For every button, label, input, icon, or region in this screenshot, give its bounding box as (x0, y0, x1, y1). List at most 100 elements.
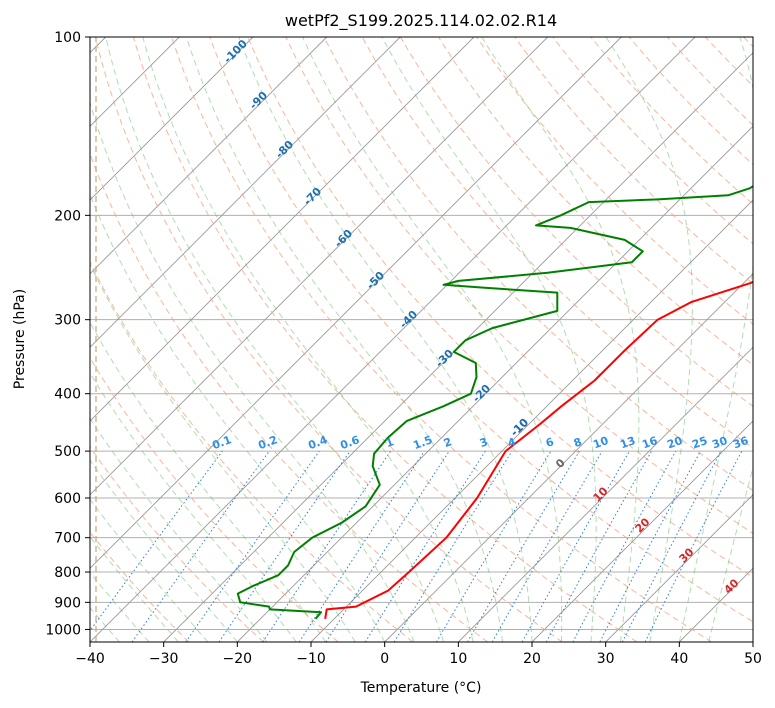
y-tick-label: 200 (54, 208, 81, 224)
dry-adiabat-line (704, 37, 753, 87)
mixing-ratio-label: 1 (384, 435, 396, 450)
mixing-ratio-label: 0.1 (210, 433, 233, 452)
isotherm-line (678, 567, 753, 642)
moist-adiabat-line (90, 100, 415, 642)
x-axis-label: Temperature (°C) (360, 680, 482, 696)
isotherm-line (90, 37, 475, 422)
y-tick-label: 700 (54, 531, 81, 547)
mixing-ratio-line (298, 450, 425, 642)
isotherm-line (457, 346, 753, 642)
line-labels: -100-90-80-70-60-50-40-30-20-100.1 0.2 0.4… (210, 37, 750, 597)
isotherm-line (90, 37, 696, 642)
isotherm-label: -40 (397, 308, 420, 331)
mixing-ratio-line (467, 450, 580, 642)
dewpoint-profile-line (236, 185, 753, 620)
x-tick-label: 10 (449, 651, 467, 667)
x-tick-label: 30 (597, 651, 615, 667)
x-tick-label: 40 (670, 651, 688, 667)
temperature-profile-line (324, 280, 753, 620)
moist-adiabat-line (708, 465, 753, 642)
moist-adiabat-line (90, 263, 356, 642)
dry-adiabat-line (514, 37, 753, 285)
dry-adiabat-line (171, 37, 712, 642)
mixing-ratio-label: 36 (731, 434, 750, 452)
plot-frame (89, 36, 754, 643)
dry-adiabat-line (90, 152, 488, 642)
x-tick-label: −40 (75, 651, 105, 667)
mixing-ratio-line (572, 450, 677, 642)
mixing-ratio-label: 0.4 (306, 433, 329, 452)
y-tick-label: 900 (54, 595, 81, 611)
mixing-ratio-line (521, 450, 630, 642)
mixing-ratio-label: 16 (640, 434, 659, 452)
y-axis: 1000 900 800 700 600 500 400 300 200 100 (45, 30, 90, 638)
mixing-ratio-label: 2 (442, 435, 454, 450)
mixing-ratio-line (545, 450, 653, 642)
isotherm-line (90, 37, 401, 348)
temperature-label: 30 (677, 545, 697, 565)
dry-adiabat-line (94, 37, 563, 642)
y-axis-label: Pressure (hPa) (12, 289, 28, 389)
x-tick-label: 20 (523, 651, 541, 667)
isotherm-line (605, 494, 753, 642)
mixing-ratio-line (131, 450, 270, 642)
mixing-ratio-line (90, 450, 223, 632)
mixing-ratio-label: 0.2 (256, 433, 279, 452)
dry-adiabat-line (743, 37, 753, 48)
mixing-ratio-line (185, 450, 320, 642)
mixing-ratio-label: 25 (690, 434, 709, 451)
mixing-ratio-label: 0.6 (338, 433, 361, 452)
y-tick-label: 600 (54, 491, 81, 507)
mixing-ratio-line (325, 450, 450, 642)
isotherm-label: -60 (332, 227, 355, 250)
moist-adiabat-line (605, 37, 693, 642)
moist-adiabat-line (142, 37, 474, 642)
dry-adiabat-line (90, 446, 264, 642)
x-axis: −40 −30 −20 −10 0 10 20 30 40 50 (75, 642, 762, 667)
moist-adiabat-line (238, 37, 533, 642)
chart-title: wetPf2_S199.2025.114.02.02.R14 (285, 11, 557, 31)
mixing-ratio-label: 6 (544, 435, 556, 450)
x-tick-label: −30 (149, 651, 179, 667)
mixing-ratio-label: 10 (591, 434, 610, 452)
moist-adiabat-line (90, 417, 268, 642)
mixing-ratio-label: 8 (572, 435, 584, 450)
isotherm-label: -100 (221, 37, 250, 66)
mixing-ratio-line (393, 450, 513, 642)
isotherm-label: -30 (433, 347, 456, 370)
dry-adiabat-line (285, 37, 753, 535)
temperature-label: 10 (591, 484, 611, 504)
dry-adiabat-line (90, 531, 190, 642)
y-tick-label: 400 (54, 387, 81, 403)
mixing-ratio-line (364, 450, 486, 642)
dry-adiabat-line (476, 37, 753, 325)
isotherm-line (236, 125, 753, 642)
mixing-ratio-line (262, 450, 392, 642)
isotherm-label: -50 (364, 269, 387, 292)
isotherm-label: -70 (301, 185, 324, 208)
temperature-label: 20 (633, 515, 653, 535)
moist-adiabat-line (90, 192, 386, 642)
moist-adiabat-line (90, 535, 179, 642)
dry-adiabat-line (209, 37, 753, 623)
mixing-ratio-line (644, 450, 743, 642)
isotherm-line (90, 37, 254, 201)
mixing-ratio-label: 4 (506, 435, 518, 450)
dry-adiabat-line (437, 37, 753, 366)
moist-adiabat-line (90, 498, 209, 642)
y-tick-label: 1000 (45, 622, 81, 638)
isotherm-line (90, 37, 328, 275)
isotherm-label: -80 (273, 138, 296, 161)
isotherm-line (310, 199, 753, 642)
mixing-ratio-label: 13 (618, 434, 637, 451)
isotherm-line (752, 641, 753, 642)
y-tick-label: 500 (54, 444, 81, 460)
x-tick-label: −10 (296, 651, 326, 667)
moist-adiabat-line (90, 459, 238, 642)
y-tick-label: 300 (54, 313, 81, 329)
moist-adiabat-line (90, 372, 297, 642)
y-tick-label: 800 (54, 565, 81, 581)
x-tick-label: 50 (744, 651, 762, 667)
mixing-ratio-line (218, 450, 351, 642)
